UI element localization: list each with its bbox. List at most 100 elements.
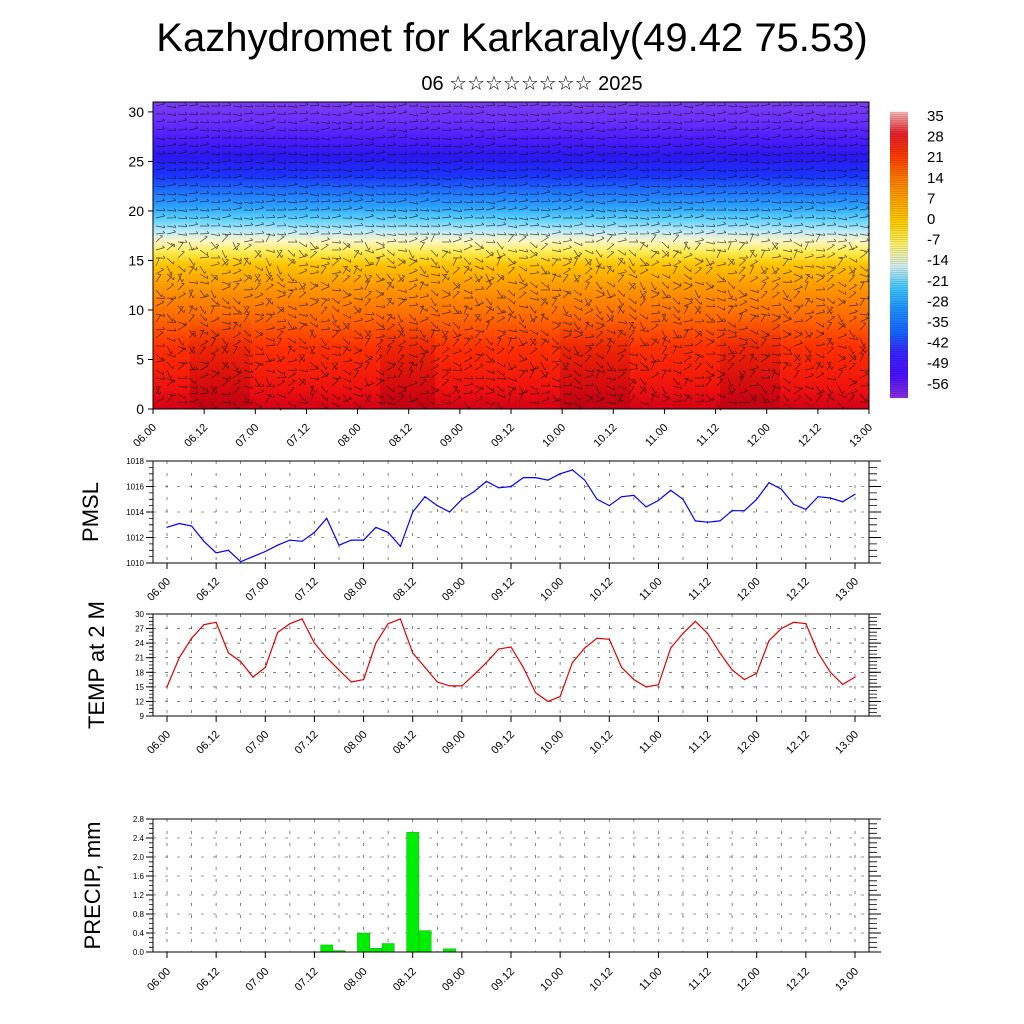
pmsl-point — [657, 499, 660, 502]
temp2m-point — [375, 642, 377, 644]
chart-subtitle: 06 ☆☆☆☆☆☆☆☆ 2025 — [421, 73, 643, 95]
y-tick-label: 30 — [135, 610, 144, 619]
y-tick-label: 1.2 — [133, 891, 145, 900]
pmsl-point — [301, 540, 303, 542]
y-tick-label: 25 — [128, 153, 144, 169]
pmsl-point — [510, 485, 512, 488]
minor-ticks — [149, 818, 877, 953]
pmsl-point — [485, 480, 487, 482]
pmsl-point — [498, 487, 500, 489]
x-tick-label: 08.00 — [342, 576, 370, 604]
temp2m-point — [535, 692, 537, 694]
temp2m-point — [719, 652, 721, 654]
colorbar: 35 28 21 14 7 0 -7 -14 -21 -28 -35 -42 -49 -56 — [890, 108, 949, 399]
pmsl-point — [768, 482, 770, 484]
y-tick-label: 27 — [135, 625, 144, 634]
pmsl-point — [473, 491, 475, 493]
x-tick-label: 07.00 — [233, 422, 261, 450]
temp2m-point — [633, 679, 635, 681]
temp2m-point — [264, 666, 266, 669]
x-tick-label: 06.00 — [145, 729, 173, 757]
x-tick-label: 13.00 — [833, 966, 861, 994]
pmsl-point — [854, 493, 856, 495]
x-tick-label: 09.12 — [489, 729, 517, 757]
pmsl-point — [203, 540, 205, 542]
x-tick-label: 06.12 — [194, 729, 222, 757]
pmsl-point — [289, 539, 291, 541]
pmsl-point — [387, 531, 389, 534]
x-tick-label: 06.00 — [145, 576, 173, 604]
x-tick-label: 08.12 — [391, 966, 419, 994]
temp2m-point — [743, 679, 746, 681]
pmsl-point — [449, 511, 451, 513]
temp2m-point — [203, 624, 205, 626]
y-tick-label: 1018 — [126, 457, 144, 466]
pmsl-point — [227, 549, 229, 551]
temp2m-point — [240, 661, 242, 663]
x-tick-label: 07.12 — [285, 422, 313, 450]
x-tick-label: 11.00 — [637, 966, 664, 993]
x-tick-label: 11.00 — [637, 729, 664, 756]
precip-bar — [369, 948, 383, 953]
grid-lines — [153, 613, 869, 717]
x-tick-label: 12.00 — [735, 729, 763, 757]
temp2m-point — [510, 646, 512, 648]
temp2m-point — [670, 647, 672, 649]
x-tick-label: 10.12 — [587, 729, 615, 757]
pmsl-point — [817, 496, 819, 498]
x-tick-label: 10.00 — [538, 729, 566, 757]
pmsl-point — [571, 469, 574, 471]
temp2m-point — [301, 618, 303, 620]
y-tick-label: 20 — [128, 203, 144, 219]
y-axis-label: PRECIP, mm — [80, 822, 105, 950]
x-tick-label: 11.00 — [637, 576, 664, 603]
precip-bar — [357, 932, 370, 953]
pmsl-point — [326, 517, 328, 520]
colorbar-label: 21 — [927, 149, 944, 166]
pmsl-point — [633, 494, 635, 496]
temp2m-point — [621, 666, 623, 669]
x-tick-label: 10.00 — [538, 966, 566, 994]
colorbar-label: -14 — [927, 252, 949, 269]
x-tick-label: 12.00 — [735, 966, 763, 994]
pmsl-point — [215, 552, 217, 554]
x-tick-label: 09.00 — [440, 966, 468, 994]
y-tick-label: 0.4 — [133, 929, 145, 938]
y-tick-label: 0 — [136, 401, 144, 417]
y-axis-label: PMSL — [78, 482, 103, 542]
colorbar-label: -42 — [927, 335, 949, 352]
pmsl-point — [436, 505, 438, 507]
temp2m-point — [326, 657, 328, 659]
y-tick-label: 15 — [135, 683, 144, 692]
y-tick-label: 2.8 — [133, 815, 145, 824]
temp2m-point — [608, 638, 610, 640]
pmsl-point — [621, 496, 623, 498]
x-tick-label: 12.12 — [784, 966, 812, 994]
pmsl-point — [252, 556, 254, 558]
temp2m-point — [547, 700, 549, 703]
pmsl-point — [682, 498, 684, 500]
x-tick-label: 07.12 — [293, 729, 321, 757]
temp2m-point — [645, 686, 647, 688]
precip-bar — [381, 943, 395, 953]
x-tick-label: 10.12 — [587, 576, 615, 604]
temp2m-point — [191, 637, 193, 639]
temp2m-point — [252, 676, 254, 678]
pmsl-point — [719, 520, 721, 522]
pmsl-point — [694, 520, 696, 522]
x-tick-label: 07.00 — [243, 576, 271, 604]
pmsl-panel: 1010 1012 1014 1016 1018 PMSL — [78, 457, 881, 569]
temp2m-point — [842, 683, 844, 686]
warm-column — [560, 314, 630, 409]
x-tick-label: 11.12 — [686, 966, 713, 993]
pmsl-point — [264, 550, 266, 553]
y-tick-label: 18 — [135, 668, 144, 677]
colorbar-label: -56 — [927, 376, 949, 393]
precip-panel: 0.0 0.4 0.8 1.2 1.6 2.0 2.4 2.8 PRECIP, mm — [80, 815, 881, 958]
temp2m-point — [756, 672, 758, 674]
temp2m-point — [498, 648, 500, 650]
x-tick-label: 12.00 — [735, 576, 763, 604]
colorbar-label: -28 — [927, 293, 949, 310]
pmsl-point — [756, 498, 758, 500]
colorbar-levels — [890, 111, 908, 399]
